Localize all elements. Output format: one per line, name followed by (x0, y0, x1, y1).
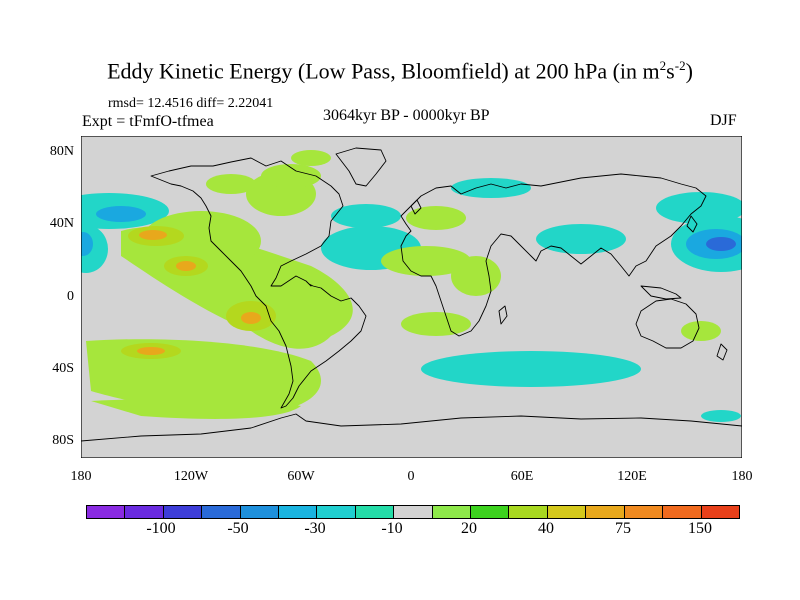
colorbar-label: -100 (131, 520, 191, 538)
chart-title: Eddy Kinetic Energy (Low Pass, Bloomfiel… (0, 58, 800, 84)
colorbar-segment (548, 506, 586, 518)
colorbar-segment (241, 506, 279, 518)
map-plot (81, 136, 742, 458)
colorbar-segment (279, 506, 317, 518)
colorbar-segment (356, 506, 394, 518)
lon-label: 60W (271, 469, 331, 485)
colorbar-segment (164, 506, 202, 518)
anomaly-north-pacific-west-core (96, 206, 146, 222)
lon-label: 60E (492, 469, 552, 485)
colorbar-segment (625, 506, 663, 518)
season-label: DJF (710, 112, 737, 130)
lon-label: 180 (51, 469, 111, 485)
lon-label: 120W (161, 469, 221, 485)
colorbar-segment (202, 506, 240, 518)
colorbar-segment (586, 506, 624, 518)
anomaly-indian-ocean (681, 321, 721, 341)
colorbar (86, 505, 740, 519)
anomaly-south-pacific-east (701, 410, 741, 422)
lon-label: 0 (381, 469, 441, 485)
colorbar-segment (394, 506, 432, 518)
colorbar-label: -10 (362, 520, 422, 538)
lat-label: 0 (14, 289, 74, 305)
anomaly-north-africa (536, 224, 626, 254)
lat-label: 40S (14, 361, 74, 377)
colorbar-segment (663, 506, 701, 518)
anomaly-eastern-pacific-max (176, 261, 196, 271)
colorbar-segment (702, 506, 739, 518)
colorbar-label: -50 (208, 520, 268, 538)
colorbar-segment (509, 506, 547, 518)
period-label: 3064kyr BP - 0000kyr BP (323, 107, 490, 125)
lat-label: 80S (14, 433, 74, 449)
anomaly-siberia (206, 174, 256, 194)
anomaly-south-pacific-max (241, 312, 261, 324)
experiment-label: Expt = tFmfO-tfmea (82, 113, 214, 131)
anomaly-eurasia (451, 178, 531, 198)
lat-label: 40N (14, 216, 74, 232)
colorbar-segment (471, 506, 509, 518)
lat-label: 80N (14, 144, 74, 160)
lon-label: 180 (712, 469, 772, 485)
anomaly-southern-ocean (421, 351, 641, 387)
colorbar-label: 150 (670, 520, 730, 538)
colorbar-segment (317, 506, 355, 518)
colorbar-label: 20 (439, 520, 499, 538)
anomaly-central-pacific-max (139, 230, 167, 240)
anomaly-europe (406, 206, 466, 230)
anomaly-west-pacific-center (706, 237, 736, 251)
colorbar-label: 40 (516, 520, 576, 538)
lon-label: 120E (602, 469, 662, 485)
colorbar-label: 75 (593, 520, 653, 538)
stats-label: rmsd= 12.4516 diff= 2.22041 (108, 96, 273, 112)
colorbar-label: -30 (285, 520, 345, 538)
anomaly-siberia-east (291, 150, 331, 166)
colorbar-segment (125, 506, 163, 518)
colorbar-segment (433, 506, 471, 518)
anomaly-central-africa (451, 256, 501, 296)
anomaly-southeast-pacific-max (137, 347, 165, 355)
colorbar-segment (87, 506, 125, 518)
anomaly-south-africa (401, 312, 471, 336)
